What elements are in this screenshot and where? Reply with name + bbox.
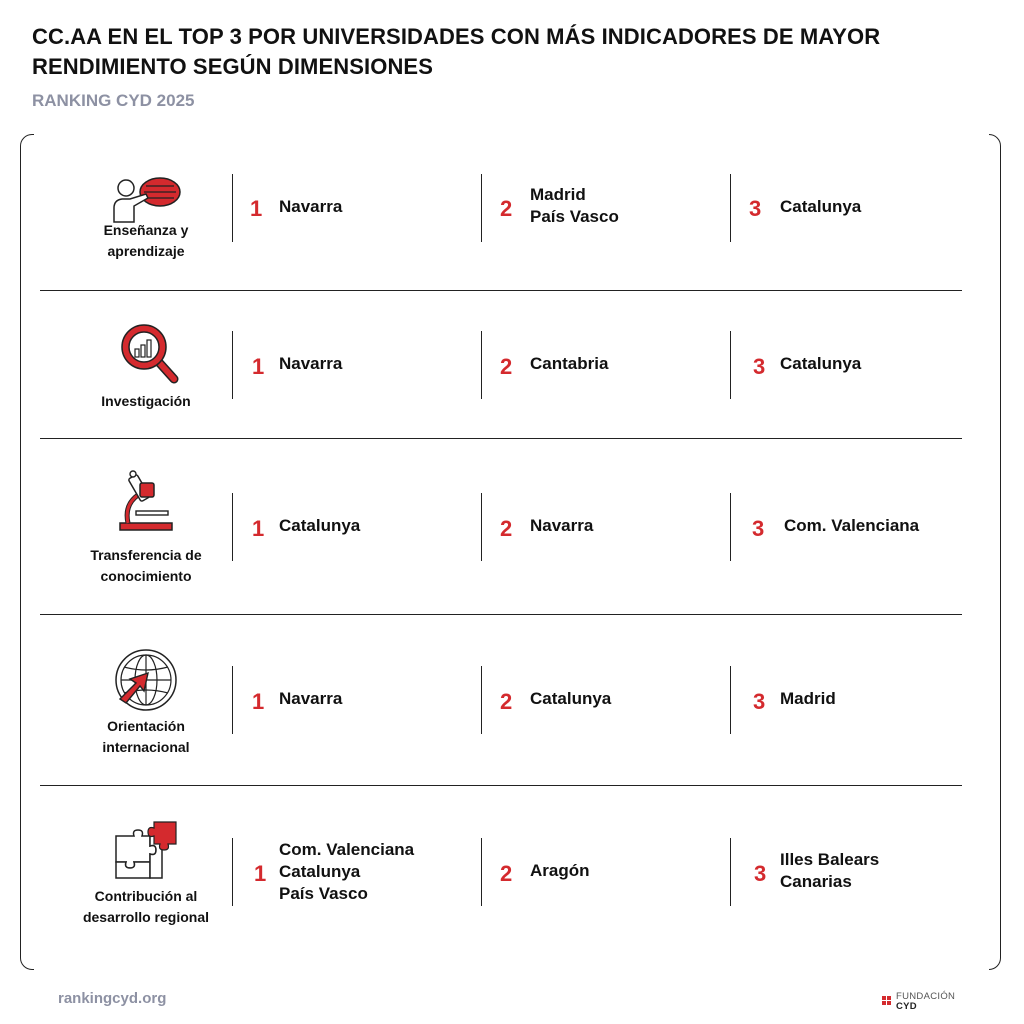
fundacion-cyd-logo: FUNDACIÓN CYD bbox=[880, 990, 970, 1012]
dimension-label: Enseñanza y aprendizaje bbox=[103, 222, 189, 259]
row-divider bbox=[40, 438, 962, 439]
logo-text: FUNDACIÓN bbox=[896, 991, 956, 1002]
rank-number: 1 bbox=[254, 861, 267, 886]
dimension-row-transfer: Transferencia de conocimiento 1 Catalunya… bbox=[40, 439, 962, 614]
page-title: CC.AA EN EL TOP 3 POR UNIVERSIDADES CON … bbox=[32, 24, 881, 79]
rank-number: 2 bbox=[500, 689, 513, 714]
dimension-row-teaching: Enseñanza y aprendizaje 1 Navarra 2 Madri… bbox=[40, 150, 962, 290]
rank-number: 3 bbox=[752, 516, 765, 541]
column-divider bbox=[730, 331, 732, 399]
puzzle-icon bbox=[106, 818, 186, 882]
row-divider bbox=[40, 614, 962, 615]
column-divider bbox=[232, 666, 234, 734]
rank-number: 3 bbox=[753, 689, 766, 714]
dimension-row-research: Investigación 1 Navarra 2 Cantabria 3 Ca… bbox=[40, 291, 962, 438]
column-divider bbox=[232, 493, 234, 561]
dimension-label: Investigación bbox=[101, 393, 191, 409]
rank-number: 1 bbox=[252, 516, 265, 541]
column-divider bbox=[730, 493, 732, 561]
region-names: Navarra bbox=[279, 354, 343, 373]
region-names: Madrid bbox=[780, 689, 836, 708]
rank-number: 2 bbox=[500, 516, 513, 541]
magnifier-chart-icon bbox=[106, 321, 186, 385]
dimension-row-regional: Contribución al desarrollo regional 1 Com… bbox=[40, 786, 962, 956]
region-names: Catalunya bbox=[279, 516, 361, 535]
column-divider bbox=[232, 331, 234, 399]
column-divider bbox=[481, 493, 483, 561]
dimension-row-international: Orientación internacional 1 Navarra 2 Cat… bbox=[40, 615, 962, 785]
rank-number: 2 bbox=[500, 354, 513, 379]
globe-arrow-icon bbox=[106, 647, 186, 711]
region-names: Com. Valenciana Catalunya País Vasco bbox=[279, 840, 415, 903]
row-divider bbox=[40, 290, 962, 291]
teacher-presentation-icon bbox=[106, 164, 186, 228]
column-divider bbox=[481, 174, 483, 242]
column-divider bbox=[232, 174, 234, 242]
rank-number: 3 bbox=[749, 196, 762, 221]
region-names: Cantabria bbox=[530, 354, 609, 373]
rank-number: 1 bbox=[252, 354, 265, 379]
region-names: Catalunya bbox=[530, 689, 612, 708]
column-divider bbox=[730, 174, 732, 242]
footer-url: rankingcyd.org bbox=[58, 990, 167, 1007]
region-names: Navarra bbox=[279, 197, 343, 216]
rank-number: 2 bbox=[500, 196, 513, 221]
region-names: Aragón bbox=[530, 861, 590, 880]
region-names: Catalunya bbox=[780, 197, 862, 216]
column-divider bbox=[481, 666, 483, 734]
region-names: Catalunya bbox=[780, 354, 862, 373]
region-names: Illes Balears Canarias bbox=[780, 850, 880, 891]
rank-number: 1 bbox=[250, 196, 263, 221]
rank-number: 2 bbox=[500, 861, 513, 886]
column-divider bbox=[481, 838, 483, 906]
logo-text: CYD bbox=[896, 1001, 917, 1012]
row-divider bbox=[40, 785, 962, 786]
page-subtitle: RANKING CYD 2025 bbox=[32, 91, 195, 110]
dimension-label: Contribución al desarrollo regional bbox=[82, 888, 210, 925]
microscope-icon bbox=[106, 469, 186, 533]
region-names: Madrid País Vasco bbox=[530, 185, 619, 226]
column-divider bbox=[730, 666, 732, 734]
region-names: Navarra bbox=[279, 689, 343, 708]
rank-number: 3 bbox=[753, 354, 766, 379]
column-divider bbox=[232, 838, 234, 906]
dimension-label: Transferencia de conocimiento bbox=[90, 547, 202, 584]
dimension-label: Orientación internacional bbox=[102, 718, 190, 755]
rank-number: 3 bbox=[754, 861, 767, 886]
region-names: Com. Valenciana bbox=[784, 516, 920, 535]
column-divider bbox=[481, 331, 483, 399]
column-divider bbox=[730, 838, 732, 906]
rank-number: 1 bbox=[252, 689, 265, 714]
region-names: Navarra bbox=[530, 516, 594, 535]
